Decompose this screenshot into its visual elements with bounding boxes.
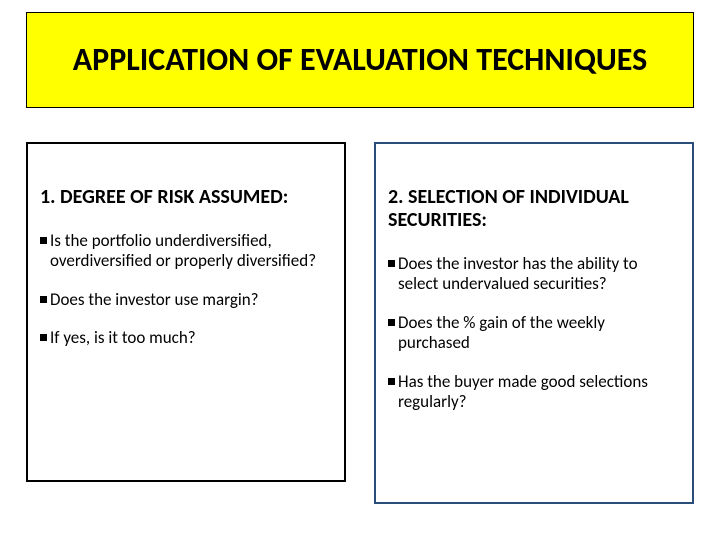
bullet-item: Does the investor has the ability to sel… [388, 254, 680, 295]
square-bullet-icon [388, 260, 395, 267]
square-bullet-icon [388, 378, 395, 385]
bullet-item: Does the % gain of the weekly purchased [388, 313, 680, 354]
slide-title: APPLICATION OF EVALUATION TECHNIQUES [73, 42, 647, 79]
bullet-item: If yes, is it too much? [40, 328, 332, 348]
right-panel: 2. SELECTION OF INDIVIDUAL SECURITIES: D… [374, 142, 694, 504]
square-bullet-icon [40, 334, 47, 341]
left-panel: 1. DEGREE OF RISK ASSUMED: Is the portfo… [26, 142, 346, 482]
bullet-text: Does the investor use margin? [50, 290, 332, 310]
bullet-text: Does the investor has the ability to sel… [398, 254, 680, 295]
left-heading: 1. DEGREE OF RISK ASSUMED: [40, 186, 332, 209]
bullet-text: If yes, is it too much? [50, 328, 332, 348]
bullet-text: Does the % gain of the weekly purchased [398, 313, 680, 354]
square-bullet-icon [40, 237, 47, 244]
right-heading: 2. SELECTION OF INDIVIDUAL SECURITIES: [388, 186, 680, 232]
title-bar: APPLICATION OF EVALUATION TECHNIQUES [26, 12, 694, 108]
bullet-item: Does the investor use margin? [40, 290, 332, 310]
bullet-text: Has the buyer made good selections regul… [398, 372, 680, 413]
bullet-item: Is the portfolio underdiversified, overd… [40, 231, 332, 272]
bullet-item: Has the buyer made good selections regul… [388, 372, 680, 413]
bullet-text: Is the portfolio underdiversified, overd… [50, 231, 332, 272]
square-bullet-icon [388, 319, 395, 326]
square-bullet-icon [40, 296, 47, 303]
